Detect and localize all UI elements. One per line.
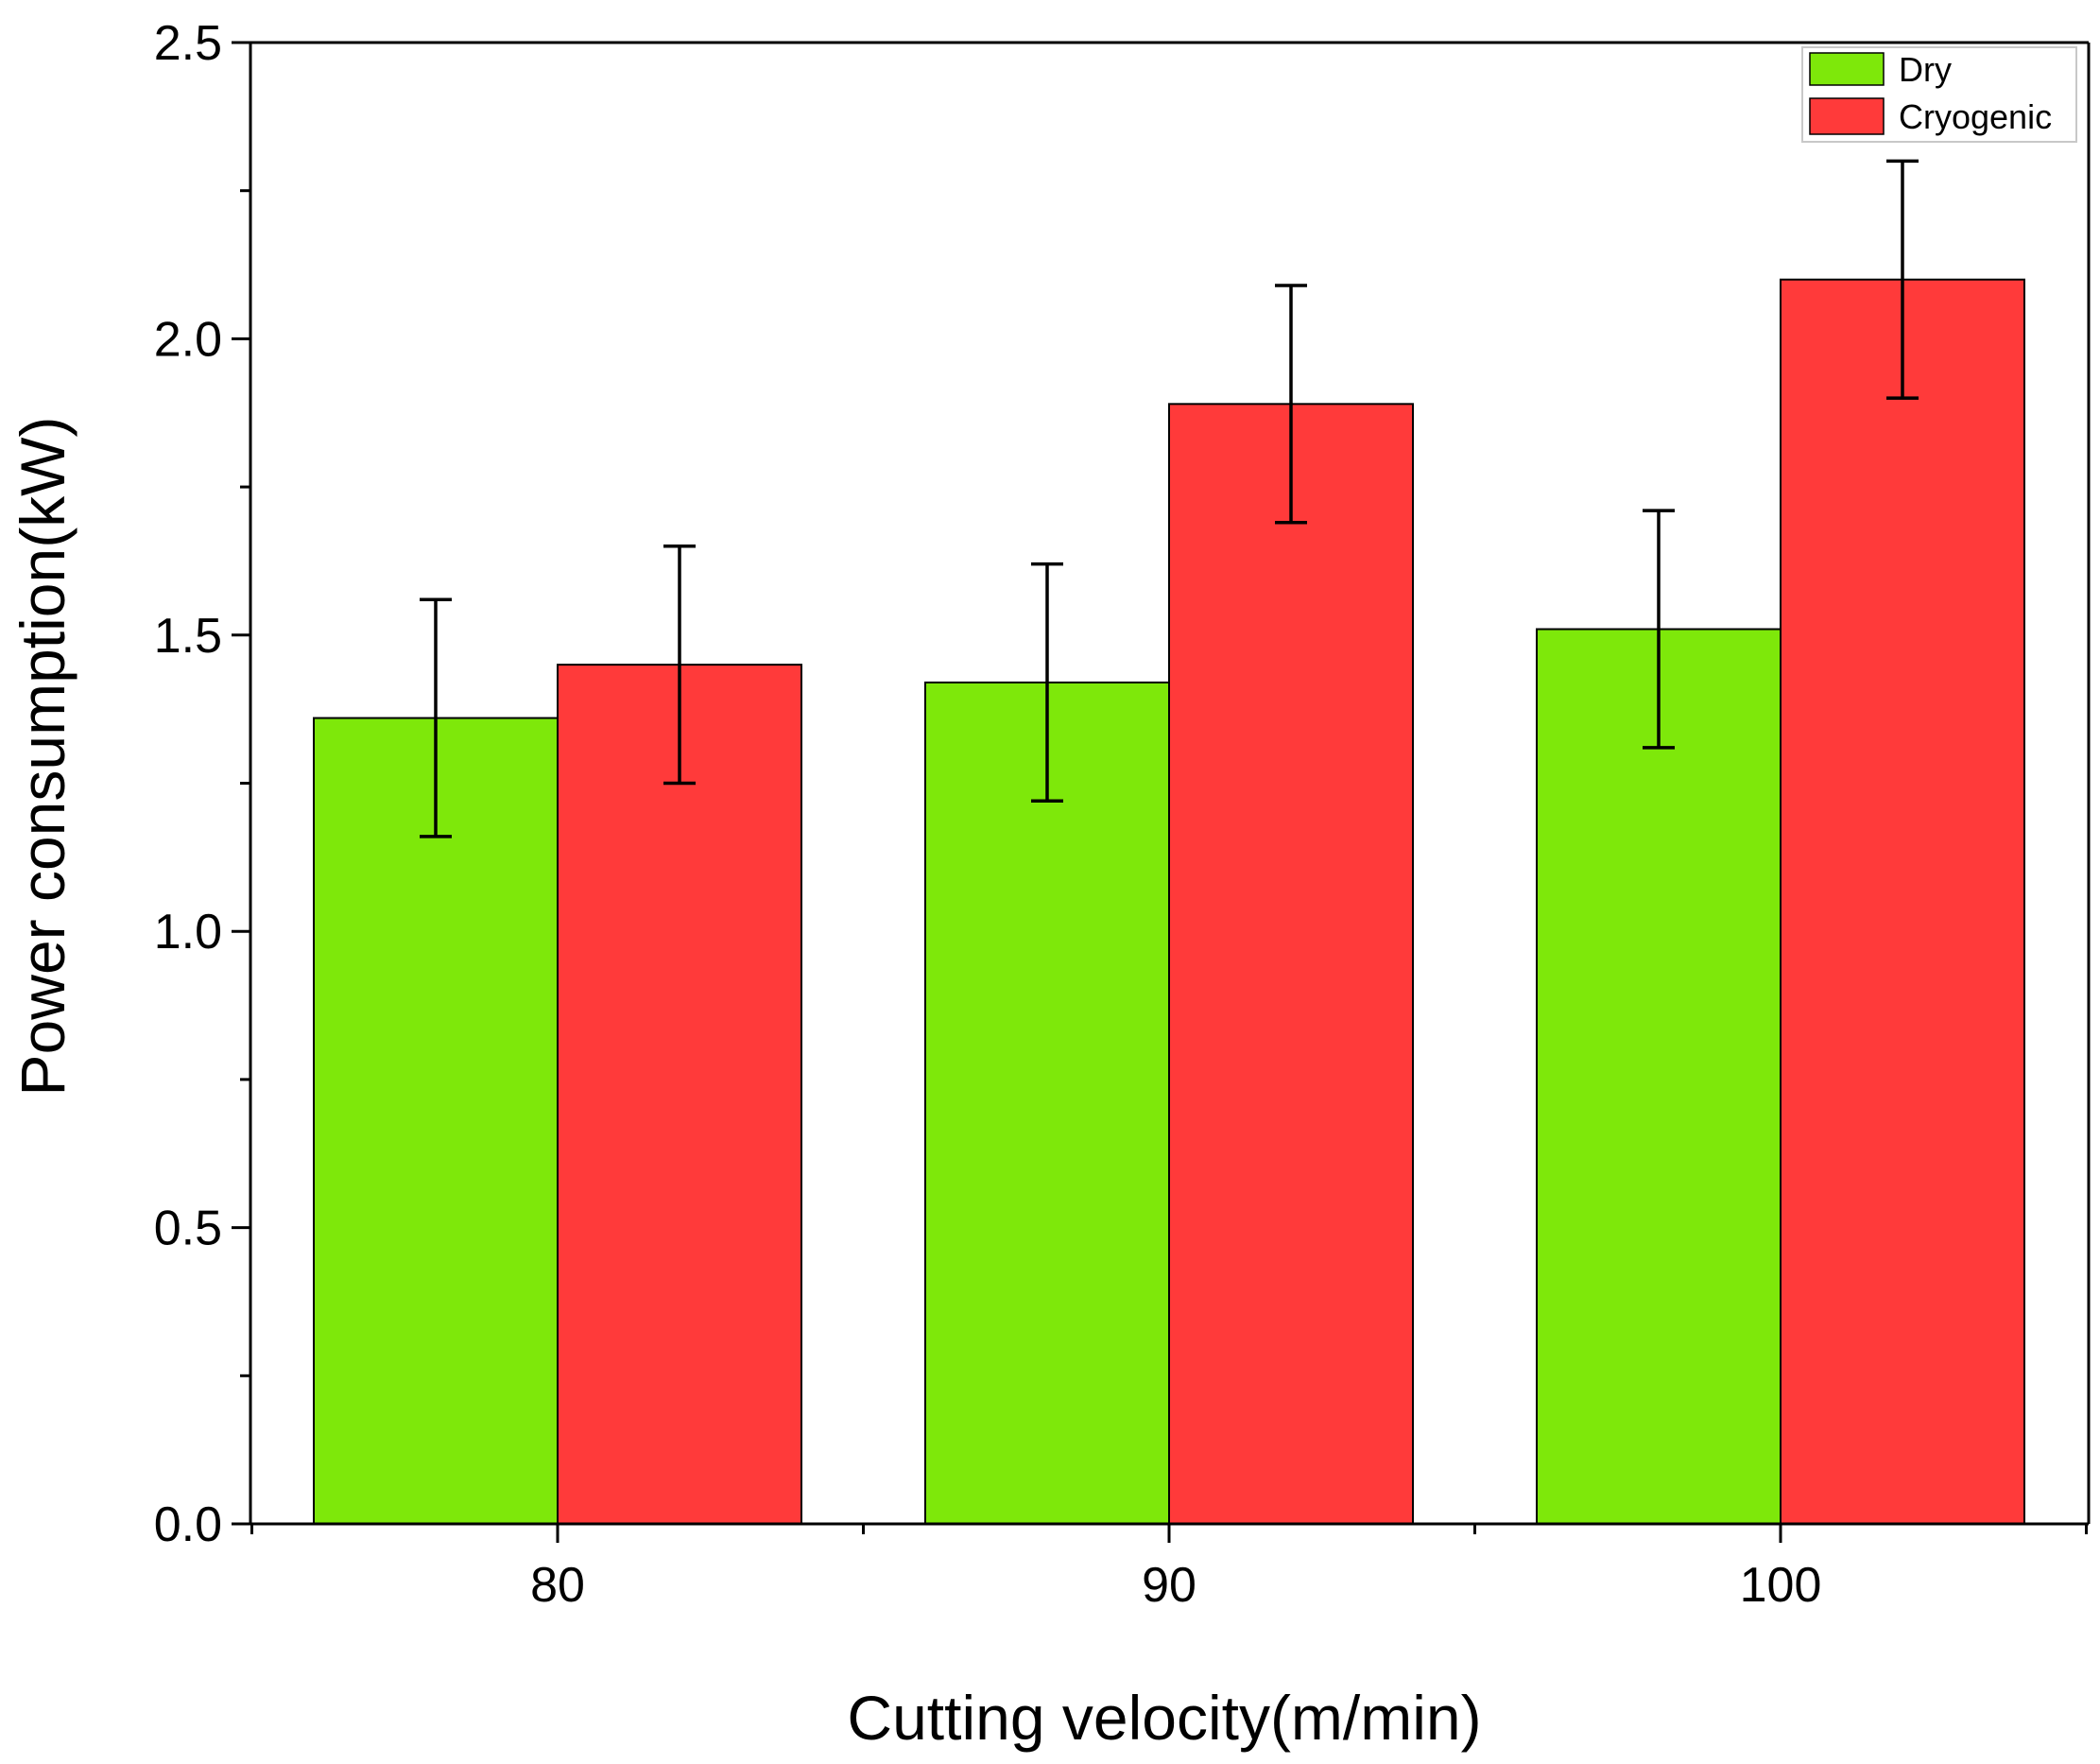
- bar-dry-80: [313, 717, 559, 1525]
- legend-swatch-cryogenic: [1809, 97, 1885, 135]
- error-bars-layer: [420, 159, 1919, 839]
- bar-cryogenic-80: [557, 664, 802, 1525]
- bars-layer: [313, 278, 2025, 1526]
- bar-cryogenic-100: [1780, 278, 2025, 1526]
- legend: Dry Cryogenic: [1801, 46, 2077, 143]
- error-bar-cryogenic-80: [663, 545, 696, 786]
- y-tick-label: 2.5: [154, 16, 222, 71]
- legend-swatch-dry: [1809, 52, 1885, 86]
- bar-cryogenic-90: [1168, 403, 1414, 1525]
- legend-label-cryogenic: Cryogenic: [1899, 97, 2052, 136]
- x-axis-title: Cutting velocity(m/min): [847, 1683, 1481, 1753]
- y-tick-label: 1.0: [154, 905, 222, 960]
- x-tick-label: 80: [530, 1558, 585, 1613]
- y-tick-label: 1.5: [154, 609, 222, 664]
- legend-label-dry: Dry: [1899, 50, 1952, 89]
- bar-dry-90: [924, 681, 1170, 1525]
- y-tick-label: 0.5: [154, 1202, 222, 1256]
- x-tick-label: 90: [1142, 1558, 1196, 1613]
- y-tick-label: 2.0: [154, 312, 222, 367]
- error-bar-cryogenic-100: [1886, 159, 1919, 400]
- error-bar-dry-90: [1031, 562, 1063, 804]
- ticks-layer: 0.0 0.5 1.0 1.5 2.0 2.5 80 90 100: [154, 16, 2088, 1613]
- x-tick-label: 100: [1740, 1558, 1822, 1613]
- error-bar-cryogenic-90: [1275, 284, 1307, 525]
- y-tick-label: 0.0: [154, 1497, 222, 1552]
- y-axis-title: Power consumption(kW): [8, 417, 77, 1097]
- error-bar-dry-80: [420, 597, 452, 839]
- bar-dry-100: [1536, 628, 1782, 1525]
- error-bar-dry-100: [1643, 509, 1675, 750]
